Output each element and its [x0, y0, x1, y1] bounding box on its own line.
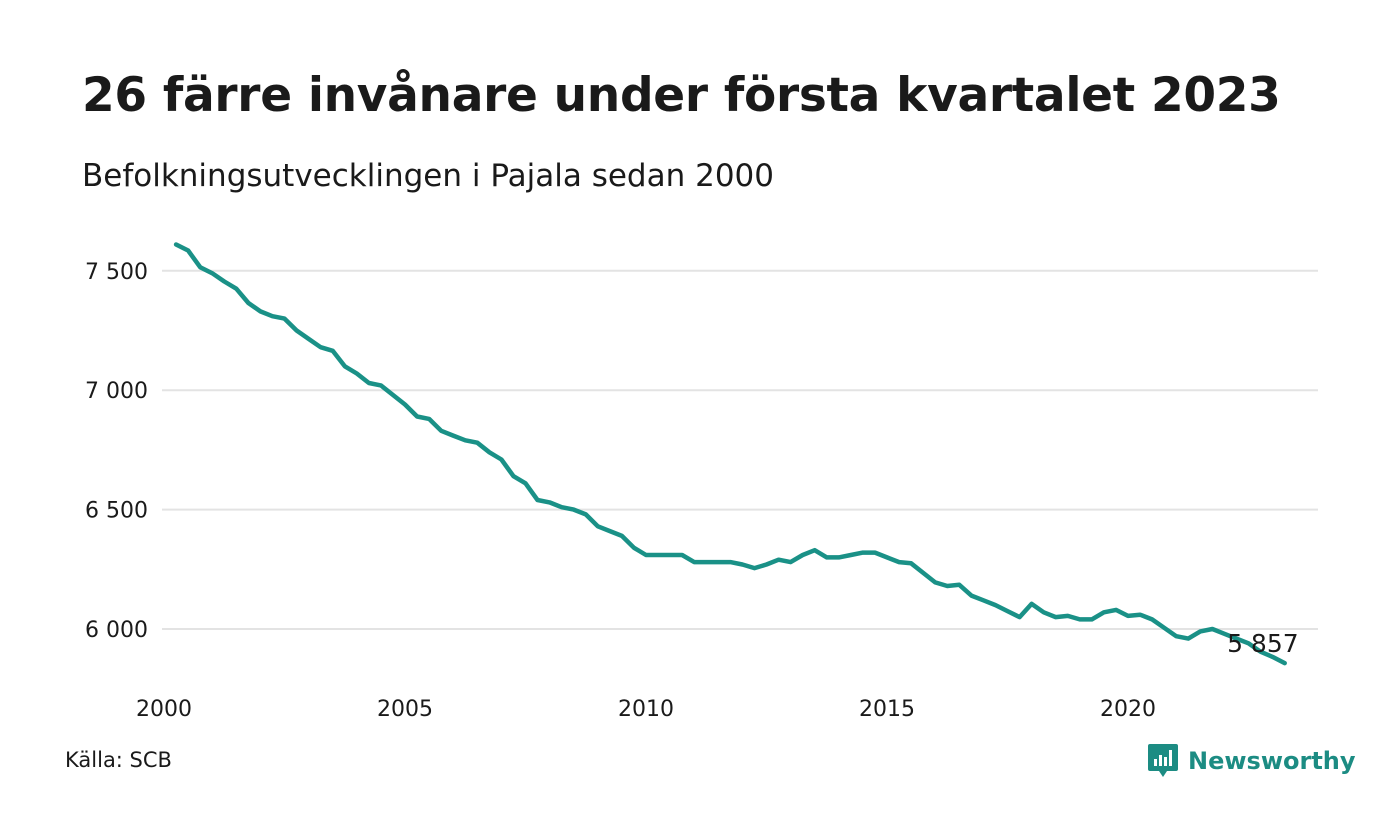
x-tick-label: 2000 — [136, 697, 192, 722]
series-layer — [173, 242, 1287, 666]
brand-logo[interactable]: Newsworthy — [1148, 744, 1356, 778]
brand-name: Newsworthy — [1188, 747, 1356, 775]
newsworthy-logo-icon — [1148, 744, 1178, 777]
y-tick-label: 7 000 — [85, 379, 148, 404]
y-tick-label: 6 500 — [85, 499, 148, 524]
y-tick-label: 6 000 — [85, 618, 148, 643]
y-tick-label: 7 500 — [85, 260, 148, 285]
x-tick-label: 2020 — [1100, 697, 1156, 722]
y-axis-tick-labels: 6 000 6 500 7 000 7 500 — [85, 260, 148, 643]
source-note: Källa: SCB — [65, 748, 172, 772]
gridlines — [162, 269, 1318, 630]
x-tick-label: 2005 — [377, 697, 433, 722]
chart-subtitle: Befolkningsutvecklingen i Pajala sedan 2… — [82, 158, 774, 194]
data-labels: 5 857 — [1227, 629, 1299, 658]
series-line — [173, 242, 1287, 666]
x-axis-tick-labels: 2000 2005 2010 2015 2020 — [136, 697, 1156, 722]
x-tick-label: 2010 — [618, 697, 674, 722]
chart-title: 26 färre invånare under första kvartalet… — [82, 68, 1281, 123]
x-tick-label: 2015 — [859, 697, 915, 722]
end-value-label: 5 857 — [1227, 629, 1299, 658]
